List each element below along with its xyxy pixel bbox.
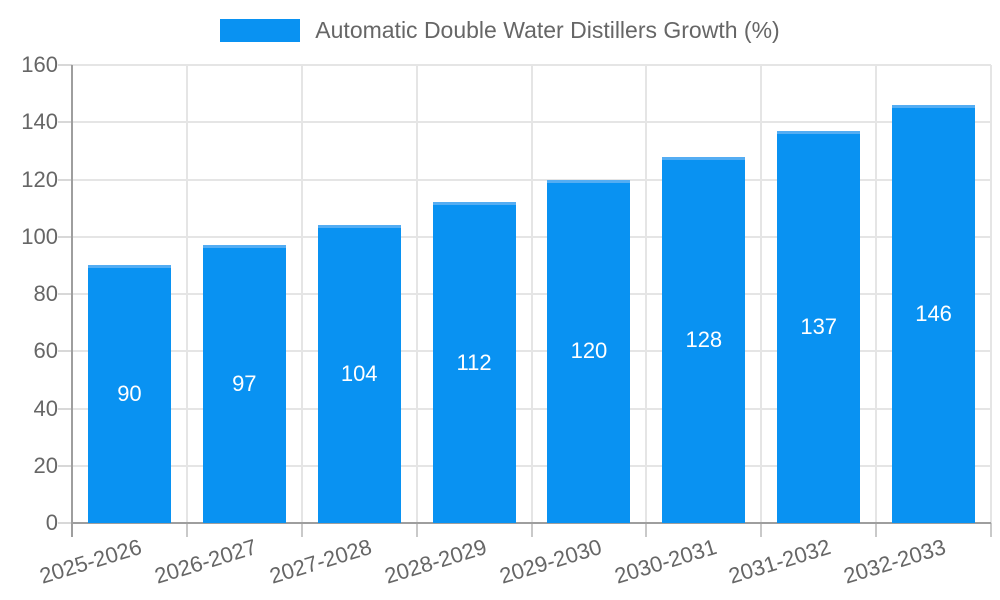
bar-2031-2032[interactable] [777,130,861,523]
gridline-vertical [990,65,992,523]
x-axis-tick [530,523,533,537]
y-axis-label: 160 [21,52,58,77]
legend-swatch[interactable] [220,19,301,42]
bar-value-label: 112 [456,349,492,375]
y-axis-line [71,65,73,537]
y-axis-label: 20 [33,452,58,478]
bar-value-label: 137 [800,313,838,339]
x-axis-tick [415,523,418,537]
gridline-vertical [760,65,763,523]
chart-legend: Automatic Double Water Distillers Growth… [0,17,1000,44]
x-axis-label: 2026-2027 [151,534,260,589]
bar-2028-2029[interactable] [432,202,516,523]
gridline-vertical [300,65,303,523]
gridline-vertical [530,65,533,523]
x-axis-label: 2029-2030 [496,534,605,589]
bar-2025-2026[interactable] [87,265,171,523]
y-axis-tick [58,121,72,124]
x-axis-label: 2032-2033 [840,534,949,589]
y-axis-tick [58,464,72,467]
x-axis-line [71,522,991,524]
bar-value-label: 128 [685,326,723,352]
y-axis-label: 0 [45,510,58,535]
y-axis-tick [58,64,72,66]
legend-label: Automatic Double Water Distillers Growth… [315,17,780,43]
bar-value-label: 146 [915,301,952,327]
x-axis-label: 2030-2031 [611,534,720,589]
bar-value-label: 90 [117,381,142,407]
x-axis-label: 2028-2029 [381,534,490,589]
x-axis-label: 2027-2028 [266,534,375,589]
y-axis-tick [58,522,72,524]
y-axis-tick [58,178,72,181]
bar-2030-2031[interactable] [662,156,746,523]
gridline-vertical [645,65,648,523]
y-axis-label: 40 [33,395,58,421]
bar-2029-2030[interactable] [547,179,631,523]
x-axis-label: 2025-2026 [36,534,145,589]
x-axis-tick [300,523,303,537]
y-axis-tick [58,407,72,410]
bar-2027-2028[interactable] [317,225,401,523]
y-axis-label: 120 [21,166,58,192]
bar-value-label: 120 [570,338,608,364]
gridline-vertical [875,65,878,523]
y-axis-label: 140 [21,109,58,135]
x-axis-tick [760,523,763,537]
x-axis-tick [990,523,992,537]
x-axis-tick [185,523,188,537]
gridline-vertical [415,65,418,523]
bar-2032-2033[interactable] [892,105,976,523]
bar-2026-2027[interactable] [202,245,286,523]
y-axis-tick [58,350,72,353]
y-axis-tick [58,235,72,238]
y-axis-label: 100 [21,223,58,249]
y-axis-label: 80 [33,281,58,306]
y-axis-tick [58,293,72,295]
bar-value-label: 104 [340,361,378,387]
x-axis-label: 2031-2032 [726,534,834,589]
x-axis-tick [645,523,648,537]
y-axis-label: 60 [33,338,58,364]
x-axis-tick [875,523,878,537]
bar-value-label: 97 [232,371,257,397]
gridline-vertical [185,65,188,523]
